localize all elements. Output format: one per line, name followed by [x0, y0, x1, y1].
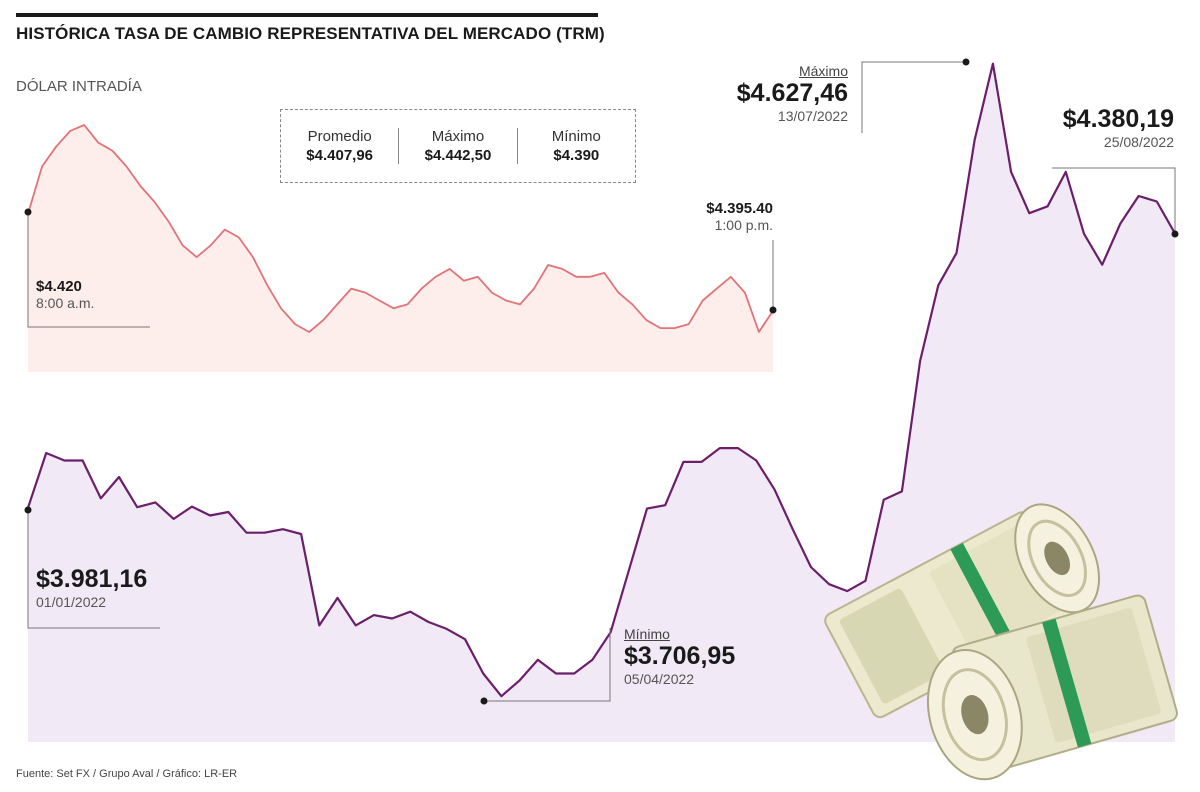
source-note: Fuente: Set FX / Grupo Aval / Gráfico: L…: [16, 768, 238, 780]
trm-start-value: $3.981,16: [36, 565, 148, 593]
intraday-close-value: $4.395.40: [706, 200, 773, 217]
intraday-area: [28, 125, 773, 372]
trm-min-date: 05/04/2022: [624, 671, 695, 687]
trm-max-value: $4.627,46: [736, 79, 848, 107]
stat-average-label: Promedio: [307, 128, 372, 145]
intraday-subtitle: DÓLAR INTRADÍA: [16, 78, 142, 95]
trm-end-annotation: $4.380,19 25/08/2022: [1063, 105, 1174, 150]
trm-min-leader: [484, 628, 611, 702]
money-rolls-illustration: [824, 503, 1178, 781]
trm-start-leader: [27, 510, 160, 629]
stat-average: Promedio $4.407,96: [281, 128, 398, 164]
intraday-open-value: $4.420: [36, 278, 82, 295]
intraday-open-leader: [27, 212, 150, 328]
trm-start-annotation: $3.981,16 01/01/2022: [36, 565, 147, 610]
intraday-stats-box: Promedio $4.407,96 Máximo $4.442,50 Míni…: [280, 109, 636, 183]
intraday-line: [27, 124, 774, 333]
stat-average-value: $4.407,96: [306, 147, 374, 164]
stat-maximum-label: Máximo: [431, 128, 485, 145]
trm-max-annotation: Máximo $4.627,46 13/07/2022: [737, 63, 848, 124]
intraday-open-annotation: $4.420 8:00 a.m.: [36, 278, 94, 311]
trm-line: [26, 62, 1176, 698]
stat-minimum-label: Mínimo: [551, 128, 601, 145]
trm-end-value: $4.380,19: [1062, 105, 1174, 133]
trm-max-leader: [861, 61, 966, 133]
trm-max-label: Máximo: [798, 63, 848, 79]
intraday-open-point: [24, 208, 32, 216]
trm-end-date: 25/08/2022: [1103, 134, 1174, 150]
intraday-close-point: [769, 306, 777, 314]
stat-maximum: Máximo $4.442,50: [398, 128, 516, 164]
chart-title: HISTÓRICA TASA DE CAMBIO REPRESENTATIVA …: [16, 24, 605, 43]
intraday-open-time: 8:00 a.m.: [36, 295, 95, 311]
trm-area: [28, 63, 1175, 742]
trm-start-point: [24, 506, 32, 514]
trm-min-value: $3.706,95: [624, 642, 736, 670]
intraday-close-annotation: $4.395.40 1:00 p.m.: [706, 200, 773, 233]
trm-min-point: [480, 697, 488, 705]
trm-start-date: 01/01/2022: [36, 594, 107, 610]
stat-maximum-value: $4.442,50: [424, 147, 492, 164]
trm-min-label: Mínimo: [624, 626, 670, 642]
stat-minimum-value: $4.390: [553, 147, 600, 164]
trm-end-leader: [1052, 167, 1176, 234]
trm-end-point: [1171, 230, 1179, 238]
stat-minimum: Mínimo $4.390: [516, 128, 635, 164]
trm-max-point: [962, 58, 970, 66]
trm-min-annotation: Mínimo $3.706,95 05/04/2022: [624, 626, 735, 687]
intraday-close-time: 1:00 p.m.: [714, 217, 773, 233]
top-rule: [16, 13, 598, 17]
trm-max-date: 13/07/2022: [777, 108, 848, 124]
